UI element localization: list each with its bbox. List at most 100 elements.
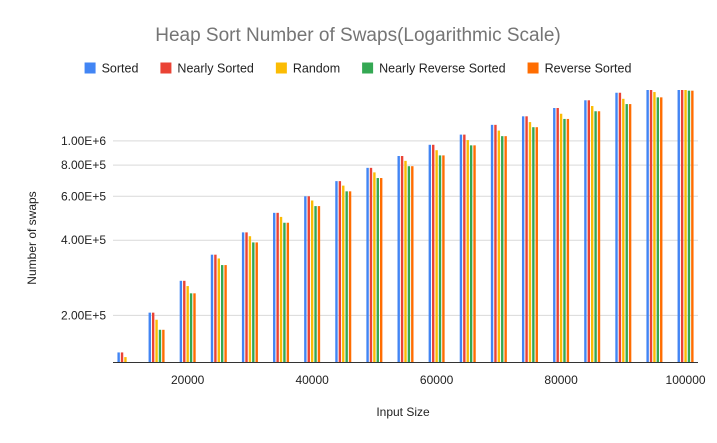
- x-axis-title: Input Size: [376, 405, 430, 419]
- bar: [680, 90, 684, 362]
- bar: [252, 242, 255, 362]
- bar: [411, 166, 414, 362]
- bar: [366, 167, 369, 362]
- bar: [335, 181, 338, 362]
- bar: [151, 312, 155, 362]
- chart-title: Heap Sort Number of Swaps(Logarithmic Sc…: [155, 25, 561, 46]
- bar: [373, 172, 376, 362]
- bar: [646, 90, 649, 362]
- bar: [687, 90, 691, 362]
- bar: [310, 200, 314, 362]
- bar: [559, 113, 563, 362]
- bar: [124, 357, 127, 362]
- bar: [618, 92, 622, 363]
- bar: [397, 156, 400, 362]
- bar: [304, 196, 307, 362]
- bar: [193, 293, 196, 362]
- bar: [179, 280, 183, 362]
- bar: [490, 124, 494, 362]
- bar: [155, 319, 158, 362]
- bar: [404, 160, 407, 362]
- legend-swatch: [84, 62, 96, 74]
- bar: [525, 116, 528, 363]
- bar: [649, 90, 653, 362]
- bar: [501, 136, 504, 362]
- y-tick-label: 1.00E+6: [61, 134, 106, 148]
- bar: [248, 236, 252, 362]
- bar: [189, 293, 193, 362]
- bar: [653, 92, 656, 363]
- bar: [628, 104, 632, 363]
- bar: [220, 265, 224, 362]
- bar: [255, 242, 258, 362]
- bar: [186, 286, 189, 362]
- legend-swatch: [275, 62, 287, 74]
- bar: [615, 92, 618, 363]
- y-tick-label: 8.00E+5: [61, 158, 106, 172]
- bar: [556, 108, 559, 362]
- bar: [677, 90, 680, 362]
- bar: [466, 140, 469, 362]
- bar: [625, 104, 628, 363]
- bar: [224, 265, 227, 362]
- y-axis-title: Number of swaps: [25, 191, 39, 284]
- bar: [584, 100, 587, 363]
- bar: [183, 280, 186, 362]
- bar: [217, 258, 220, 362]
- bar: [379, 178, 383, 362]
- bar: [594, 111, 597, 362]
- bar: [369, 167, 373, 362]
- bar: [432, 144, 435, 362]
- x-axis-ticks: 20000 40000 60000 80000 100000: [171, 373, 706, 387]
- bar: [148, 312, 151, 362]
- bar: [435, 150, 438, 362]
- bar: [279, 216, 283, 362]
- bars: [117, 90, 694, 363]
- bar: [660, 97, 663, 362]
- x-tick-label: 20000: [171, 373, 205, 387]
- legend-label: Reverse Sorted: [545, 62, 632, 76]
- bar: [442, 155, 445, 362]
- bar: [566, 118, 570, 362]
- bar: [117, 352, 120, 362]
- bar: [622, 98, 625, 362]
- bar: [348, 191, 352, 362]
- bar: [591, 106, 594, 362]
- bar: [504, 136, 507, 362]
- y-axis-ticks: 2.00E+5 4.00E+5 6.00E+5 8.00E+5 1.00E+6: [61, 134, 106, 322]
- bar: [428, 144, 432, 362]
- bar: [691, 90, 694, 362]
- legend-label: Random: [293, 62, 340, 76]
- bar: [314, 206, 317, 362]
- y-tick-label: 4.00E+5: [61, 233, 106, 247]
- bar: [587, 100, 591, 363]
- bar: [469, 145, 473, 362]
- bar: [521, 116, 525, 363]
- bar: [528, 122, 532, 363]
- legend-swatch: [362, 62, 374, 74]
- bar: [345, 191, 348, 362]
- bar: [245, 232, 248, 362]
- bar: [532, 127, 535, 362]
- bar: [214, 254, 217, 362]
- bar: [497, 130, 501, 362]
- bar: [283, 222, 286, 362]
- bar: [276, 212, 279, 362]
- x-tick-label: 40000: [295, 373, 329, 387]
- legend-label: Nearly Reverse Sorted: [379, 62, 505, 76]
- bar: [473, 145, 476, 362]
- bar: [338, 181, 342, 362]
- bar: [376, 178, 379, 362]
- bar: [463, 134, 466, 362]
- bar: [210, 254, 214, 362]
- bar: [286, 222, 290, 362]
- bar: [563, 118, 566, 362]
- bar: [241, 232, 245, 362]
- bar: [494, 124, 497, 362]
- bar: [597, 111, 601, 362]
- bar: [407, 166, 411, 362]
- bar: [120, 352, 124, 362]
- bar: [400, 156, 404, 362]
